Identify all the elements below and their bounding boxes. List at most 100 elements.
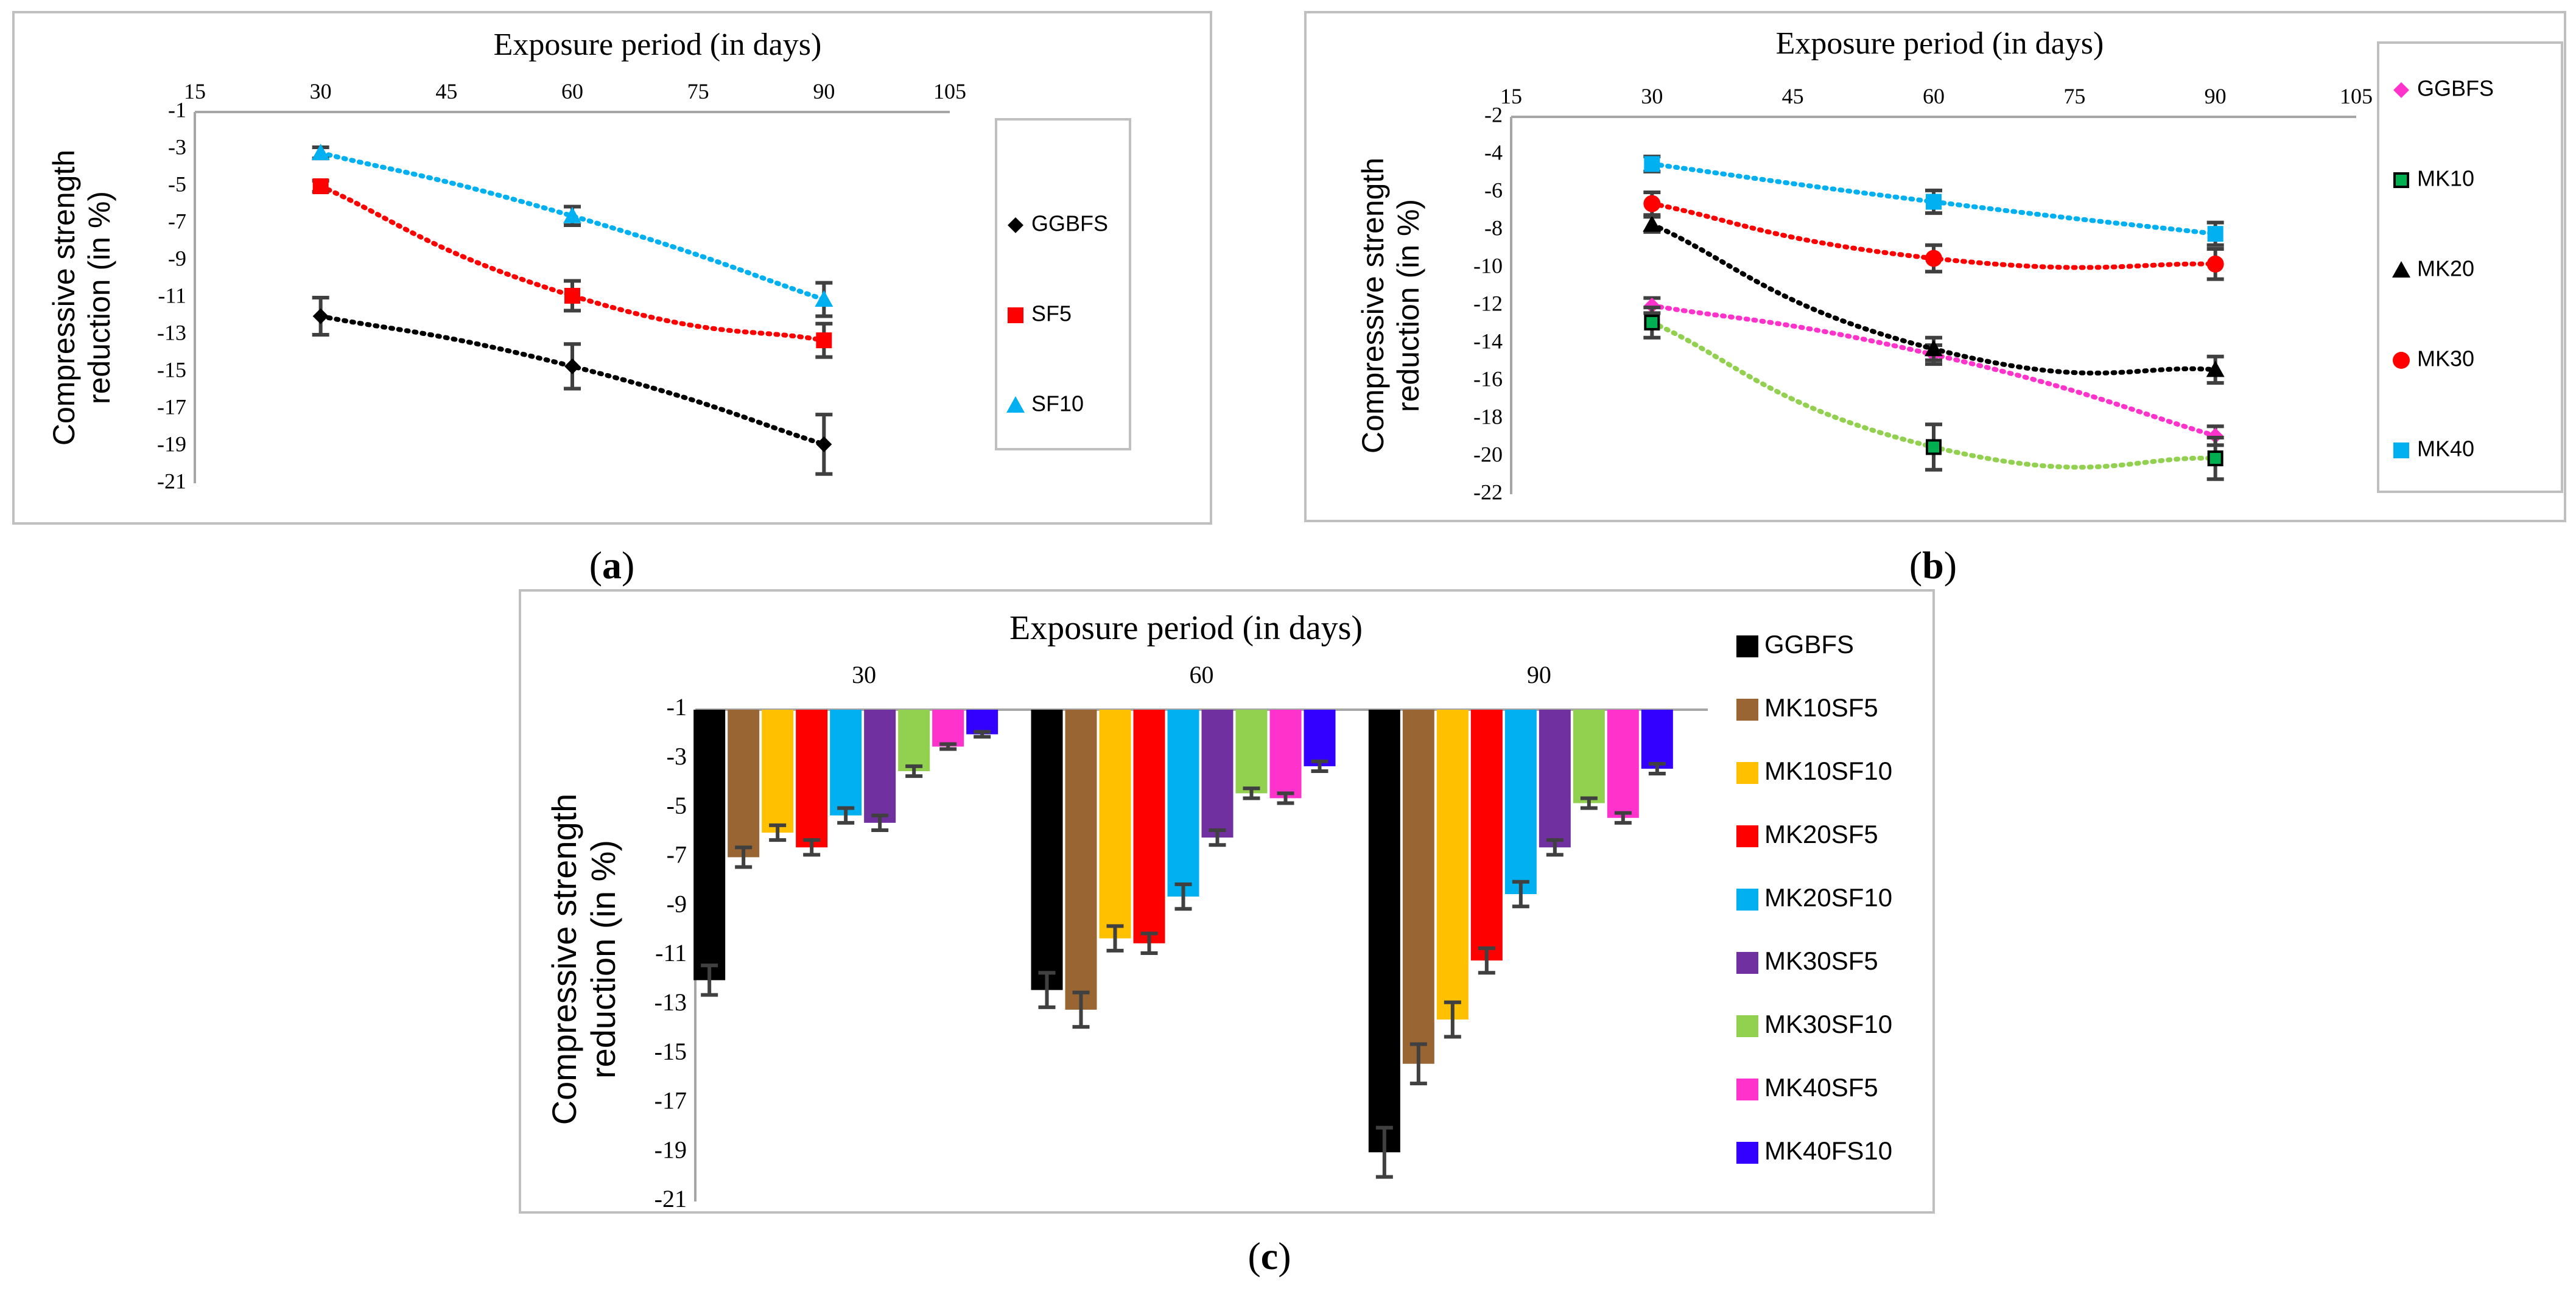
data-point [1926, 439, 1942, 455]
panel-a-chart: 15 30 45 60 75 90 105 -1 -3 -5 -7 -9 -11 -13 -15 -17 -19… [47, 27, 966, 493]
data-point [1926, 194, 1942, 210]
error-bar [1209, 828, 1226, 847]
y-tick-label: -16 [1473, 366, 1503, 391]
data-point [2206, 255, 2224, 273]
data-point [1644, 156, 1660, 172]
bar [1607, 710, 1639, 818]
y-axis-label: Compressive strengthreduction (in %) [1356, 158, 1425, 453]
data-point [563, 206, 581, 223]
legend-label: MK20SF10 [1764, 883, 1892, 912]
y-tick-label: -13 [157, 320, 186, 344]
y-tick-label: -8 [1484, 215, 1503, 240]
y-tick-label: -21 [157, 469, 186, 493]
bar [1065, 710, 1097, 1010]
y-tick-label: -1 [168, 97, 186, 122]
panel-c-frame [519, 589, 1935, 1214]
error-bar [905, 764, 923, 778]
error-bar [871, 813, 889, 832]
legend-marker [2392, 261, 2410, 278]
y-tick-label: -3 [667, 743, 687, 770]
x-tick-label: 60 [1923, 84, 1945, 108]
error-bar [1140, 931, 1158, 955]
legend-label: MK10SF5 [1764, 693, 1878, 722]
data-point [1925, 340, 1943, 357]
x-tick-label: 30 [1641, 84, 1663, 108]
legend-label: MK40FS10 [1764, 1136, 1892, 1165]
data-point [1925, 250, 1942, 267]
error-bar [701, 964, 718, 997]
x-tick-label: 15 [1500, 84, 1522, 108]
error-bar [939, 742, 957, 751]
y-tick-label: -12 [1473, 291, 1503, 315]
legend-swatch [1736, 825, 1758, 847]
y-tick-label: -19 [157, 432, 186, 456]
chart-title: Exposure period (in days) [494, 27, 822, 62]
caption-c: (c) [1248, 1234, 1291, 1278]
y-tick-label: -10 [1473, 253, 1503, 278]
y-tick-label: -1 [667, 693, 687, 721]
y-tick-label: -15 [157, 357, 186, 382]
bar [762, 710, 794, 833]
y-tick-label: -9 [168, 246, 186, 270]
chart-title: Exposure period (in days) [1776, 26, 2104, 61]
y-tick-label: -17 [655, 1087, 687, 1114]
legend-label: SF5 [1031, 301, 1072, 326]
data-point [312, 308, 329, 324]
y-axis-label-line: reduction (in %) [82, 191, 116, 404]
bar [1539, 710, 1571, 848]
error-bar [1409, 1042, 1427, 1086]
legend-marker [2393, 352, 2410, 369]
legend-label: GGBFS [2417, 76, 2494, 101]
y-tick-label: -11 [655, 939, 687, 967]
legend-swatch [1736, 635, 1758, 657]
error-bar [1106, 924, 1124, 953]
y-tick-label: -21 [655, 1185, 687, 1212]
data-point [816, 436, 832, 452]
legend-swatch [1736, 1079, 1758, 1100]
error-bar [1546, 838, 1563, 857]
error-bar [1614, 811, 1632, 825]
y-tick-label: -4 [1484, 140, 1503, 164]
error-bar [1072, 990, 1090, 1029]
error-bar [1648, 761, 1666, 776]
panel-b-chart: 15 30 45 60 75 90 105 -2 -4 -6 -8 -10 -12 -14 -16 -18 -2… [1356, 26, 2373, 504]
error-bar [1243, 786, 1260, 800]
x-tick-label: 75 [2063, 84, 2085, 108]
y-tick-label: -7 [168, 209, 186, 233]
y-axis-label-line: reduction (in %) [584, 840, 622, 1079]
bar [898, 710, 930, 771]
x-tick-label: 30 [310, 79, 332, 103]
data-point [312, 178, 329, 194]
y-tick-label: -22 [1473, 480, 1503, 504]
x-category-label: 90 [1527, 661, 1551, 688]
y-axis-label-line: Compressive strength [545, 794, 583, 1125]
bar [796, 710, 828, 848]
y-tick-label: -2 [1484, 102, 1503, 127]
legend-label: SF10 [1031, 391, 1084, 416]
error-bar [1478, 946, 1495, 975]
bar [1504, 710, 1537, 894]
bar [932, 710, 964, 747]
error-bar [735, 845, 753, 869]
y-axis-label-line: reduction (in %) [1391, 199, 1425, 412]
legend-label: MK40 [2417, 436, 2474, 461]
bar [1099, 710, 1131, 939]
x-tick-label: 90 [813, 79, 835, 103]
error-bar [837, 806, 855, 825]
y-axis-label: Compressive strengthreduction (in %) [545, 794, 622, 1125]
legend-label: GGBFS [1764, 630, 1854, 659]
caption-b: (b) [1909, 544, 1957, 587]
bar [1470, 710, 1503, 961]
legend-label: MK30SF5 [1764, 946, 1878, 975]
data-point [1644, 314, 1660, 330]
data-point [564, 287, 580, 304]
data-point [1643, 215, 1662, 232]
error-bar [1580, 796, 1598, 810]
legend-marker [2393, 442, 2409, 458]
x-tick-label: 45 [1782, 84, 1804, 108]
panel-a-legend: GGBFS SF5 SF10 [1006, 211, 1108, 416]
bar [1573, 710, 1605, 803]
y-tick-label: -6 [1484, 178, 1503, 202]
error-bar [769, 823, 787, 842]
